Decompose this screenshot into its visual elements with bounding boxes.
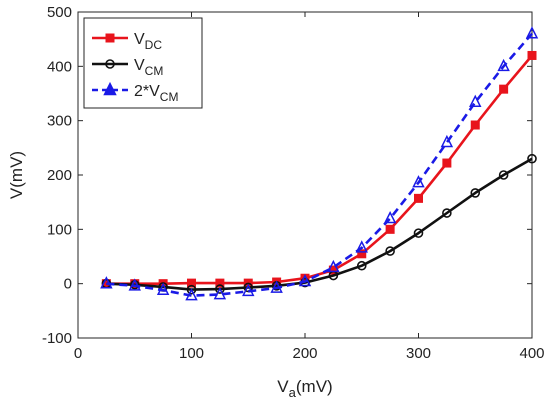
data-point-square: [442, 158, 452, 168]
x-tick-label: 200: [292, 345, 317, 362]
data-point-square: [470, 120, 480, 130]
data-point-circle: [442, 208, 452, 218]
data-point-triangle: [128, 278, 141, 291]
data-point-square: [187, 278, 196, 288]
data-point-circle: [215, 284, 225, 294]
data-point-circle: [186, 284, 197, 295]
data-point-triangle: [100, 276, 113, 289]
data-point-triangle: [185, 288, 198, 301]
data-point-triangle: [213, 287, 227, 300]
series-2: [101, 153, 537, 295]
data-point-circle: [498, 170, 509, 180]
y-tick-label: 500: [47, 4, 72, 21]
y-tick-label: 100: [47, 221, 72, 238]
data-point-circle: [413, 228, 424, 238]
series-line: [106, 32, 533, 297]
data-point-circle: [385, 246, 395, 256]
data-point-triangle: [298, 273, 312, 287]
data-point-square: [357, 249, 367, 259]
series-layer: [100, 26, 539, 301]
data-point-triangle: [327, 259, 340, 273]
series-line: [106, 157, 533, 291]
data-point-square: [414, 193, 423, 203]
data-point-triangle: [270, 280, 283, 293]
data-point-triangle: [525, 26, 539, 39]
data-point-circle: [105, 59, 115, 69]
series-line: [106, 54, 533, 286]
data-point-square: [105, 33, 115, 43]
y-tick-label: -100: [42, 330, 72, 347]
x-tick-label: 400: [519, 345, 544, 362]
data-point-triangle: [355, 240, 368, 253]
data-point-triangle: [440, 134, 454, 148]
data-point-triangle: [469, 94, 482, 107]
data-point-square: [499, 84, 509, 94]
data-point-triangle: [156, 282, 170, 295]
data-point-circle: [470, 188, 481, 198]
data-point-triangle: [383, 210, 397, 224]
data-point-circle: [527, 153, 537, 164]
data-point-triangle: [412, 175, 425, 188]
data-point-triangle: [497, 58, 510, 72]
y-tick-label: 300: [47, 113, 72, 130]
series-3: [100, 26, 539, 301]
y-tick-label: 400: [47, 58, 72, 75]
y-tick-label: 200: [47, 167, 72, 184]
data-point-triangle: [103, 81, 117, 96]
data-point-circle: [243, 282, 254, 293]
data-point-triangle: [242, 283, 255, 297]
x-tick-label: 100: [179, 345, 204, 362]
x-tick-label: 300: [406, 345, 431, 362]
y-tick-label: 0: [64, 276, 72, 293]
data-point-circle: [356, 260, 367, 271]
y-axis-label: V(mV): [7, 151, 26, 199]
x-tick-label: 0: [74, 345, 82, 362]
data-point-square: [385, 224, 395, 234]
data-point-square: [527, 50, 537, 60]
